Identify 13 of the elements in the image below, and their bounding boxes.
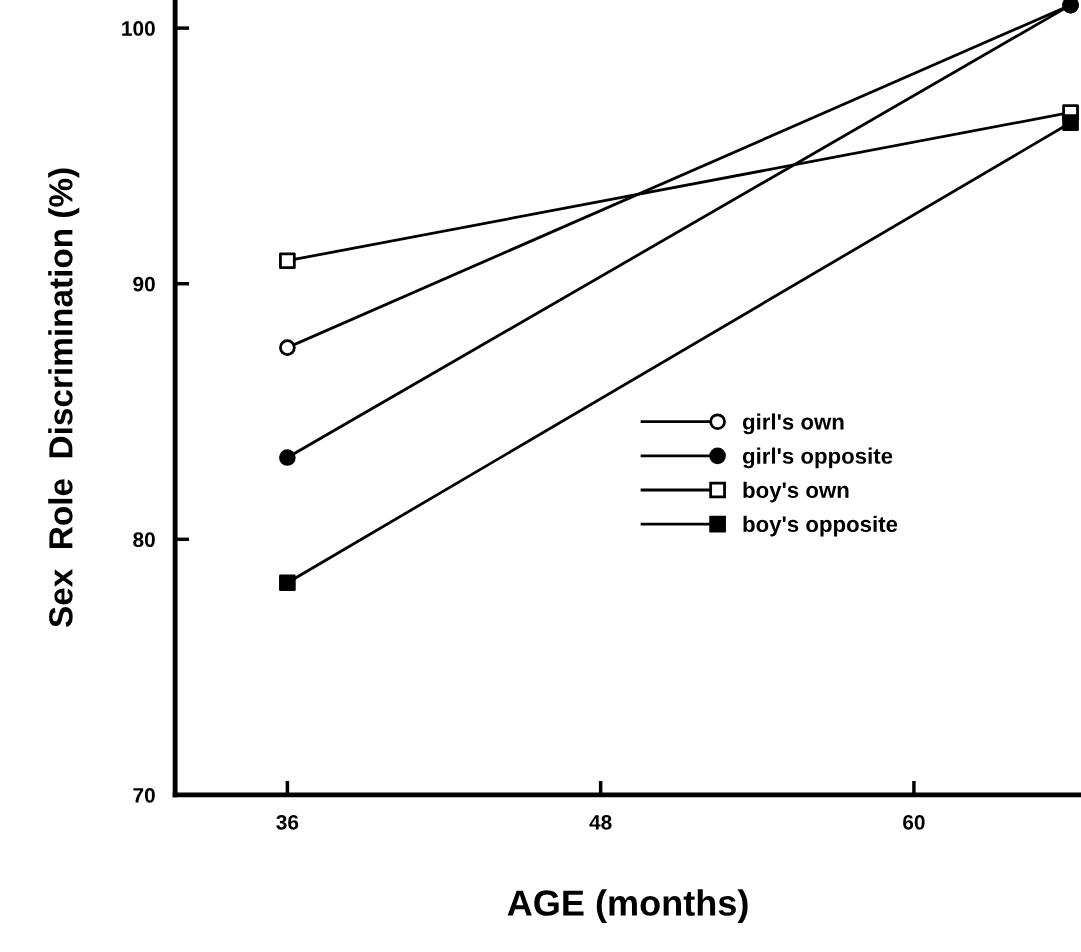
y-tick-label: 70 — [133, 787, 155, 803]
x-tick-label: 60 — [903, 814, 925, 830]
y-tick-label: 100 — [122, 21, 155, 36]
y-tick-label: 90 — [133, 276, 155, 292]
x-tick-label: 36 — [276, 814, 299, 830]
legend-label: boy's own — [743, 481, 849, 503]
legend-label: boy's opposite — [743, 515, 898, 537]
legend-label: girl's opposite — [742, 447, 893, 469]
legend-label: girl's own — [742, 413, 844, 435]
y-axis-title: Sex Role Discrimination (%) — [48, 168, 80, 628]
x-axis-title: AGE (months) — [507, 889, 748, 923]
x-tick-label: 48 — [589, 814, 612, 830]
y-tick-label: 80 — [133, 532, 155, 548]
